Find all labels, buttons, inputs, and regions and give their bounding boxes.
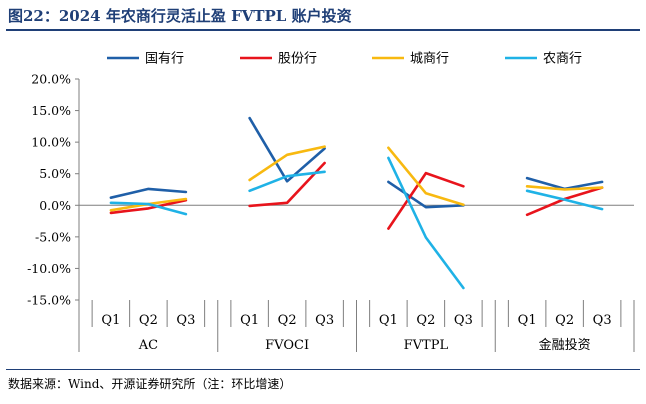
x-tick-label: Q1 [379,313,398,328]
series-line-1-group-3 [387,180,465,209]
legend-label: 农商行 [543,52,582,67]
x-tick-label: Q3 [315,313,334,328]
series-line-4-group-3 [387,156,465,290]
series-layer [109,116,604,290]
x-tick-label: Q2 [139,313,158,328]
series-line-4-group-4 [525,189,604,211]
group-label: AC [138,338,158,353]
y-tick-label: 15.0% [31,103,71,118]
group-label: FVOCI [265,338,309,353]
series-line-2-group-3 [387,171,465,230]
x-tick-label: Q2 [555,313,574,328]
group-label: 金融投资 [539,337,591,353]
y-tick-label: 5.0% [39,166,71,181]
series-line-3-group-3 [387,146,465,206]
series-line-3-group-4 [525,185,604,191]
y-tick-label: -10.0% [27,261,71,276]
series-line-2-group-2 [248,161,326,208]
legend: 国有行 股份行 城商行 农商行 [107,52,582,67]
x-tick-label: Q1 [240,313,259,328]
y-tick-label: -5.0% [35,229,71,244]
y-tick-label: 0.0% [39,198,71,213]
series-line-1-group-1 [109,187,188,199]
series-line-1-group-2 [248,116,326,183]
series-line-4-group-1 [109,201,188,216]
figure-title: 图22：2024 年农商行灵活止盈 FVTPL 账户投资 [8,7,352,25]
y-axis: -15.0% -10.0% -5.0% 0.0% 5.0% 10.0% 15.0% 20.0% [27,72,80,308]
series-line-2-group-1 [109,198,188,215]
line-chart: 国有行 股份行 城商行 农商行 -15.0% -10.0% -5.0% 0.0% 5.0% 10… [27,52,635,353]
series-line-4-group-2 [248,170,326,193]
legend-label: 城商行 [410,52,449,67]
y-tick-label: 20.0% [31,72,71,87]
legend-label: 国有行 [145,52,184,67]
series-line-2-group-4 [525,186,604,217]
x-tick-label: Q3 [454,313,473,328]
source-note: 数据来源：Wind、开源证券研究所（注：环比增速） [8,377,292,391]
x-tick-label: Q3 [593,313,612,328]
series-line-3-group-2 [248,145,326,182]
y-tick-label: 10.0% [31,135,71,150]
legend-label: 股份行 [278,52,317,67]
title-rule [6,29,640,31]
group-label: FVTPL [404,338,449,353]
x-tick-label: Q1 [518,313,537,328]
bottom-rule [6,369,640,370]
x-tick-label: Q2 [278,313,297,328]
x-tick-label: Q2 [416,313,435,328]
x-tick-label: Q3 [176,313,195,328]
x-tick-label: Q1 [101,313,120,328]
y-tick-label: -15.0% [27,293,71,308]
